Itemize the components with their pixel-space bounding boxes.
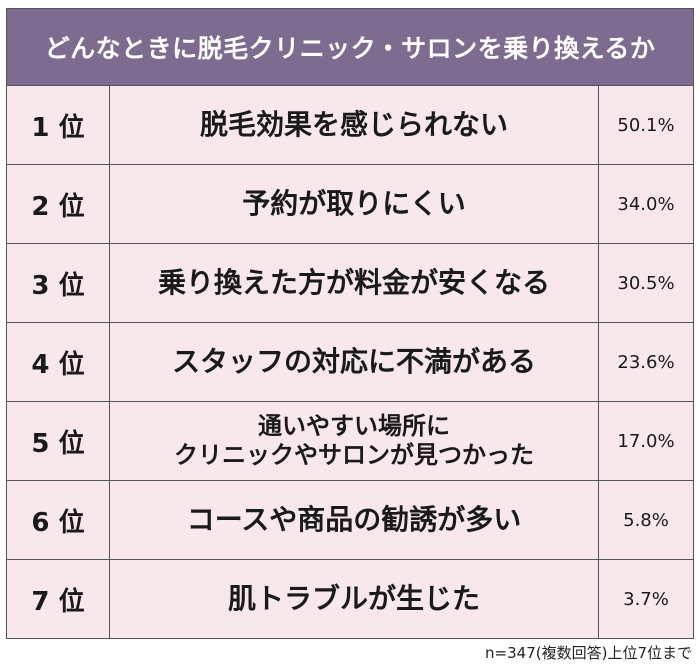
table-row: 6 位 コースや商品の勧誘が多い 5.8% — [6, 481, 694, 560]
rank-cell: 5 位 — [7, 402, 110, 480]
value-cell: 5.8% — [623, 509, 669, 531]
reason-cell: 通いやすい場所に クリニックやサロンが見つかった — [110, 402, 599, 480]
value-cell: 3.7% — [623, 588, 669, 610]
ranking-table: どんなときに脱毛クリニック・サロンを乗り換えるか 1 位 脱毛効果を感じられない… — [6, 8, 694, 639]
rank-cell: 1 位 — [7, 86, 110, 164]
rank-cell: 3 位 — [7, 244, 110, 322]
table-row: 2 位 予約が取りにくい 34.0% — [6, 165, 694, 244]
rank-cell: 6 位 — [7, 481, 110, 559]
rank-cell: 4 位 — [7, 323, 110, 401]
rank-cell: 7 位 — [7, 560, 110, 638]
table-row: 3 位 乗り換えた方が料金が安くなる 30.5% — [6, 244, 694, 323]
value-cell: 17.0% — [617, 430, 675, 452]
value-cell: 23.6% — [617, 351, 675, 373]
rank-cell: 2 位 — [7, 165, 110, 243]
reason-cell: 脱毛効果を感じられない — [110, 86, 599, 164]
table-row: 7 位 肌トラブルが生じた 3.7% — [6, 560, 694, 639]
reason-cell: 肌トラブルが生じた — [110, 560, 599, 638]
table-row: 4 位 スタッフの対応に不満がある 23.6% — [6, 323, 694, 402]
reason-cell: スタッフの対応に不満がある — [110, 323, 599, 401]
reason-cell: 予約が取りにくい — [110, 165, 599, 243]
value-cell: 30.5% — [617, 272, 675, 294]
table-title: どんなときに脱毛クリニック・サロンを乗り換えるか — [6, 8, 694, 86]
value-cell: 50.1% — [617, 114, 675, 136]
table-row: 5 位 通いやすい場所に クリニックやサロンが見つかった 17.0% — [6, 402, 694, 481]
table-row: 1 位 脱毛効果を感じられない 50.1% — [6, 86, 694, 165]
sample-note: n=347(複数回答)上位7位まで — [485, 644, 692, 662]
reason-cell: コースや商品の勧誘が多い — [110, 481, 599, 559]
reason-cell: 乗り換えた方が料金が安くなる — [110, 244, 599, 322]
value-cell: 34.0% — [617, 193, 675, 215]
